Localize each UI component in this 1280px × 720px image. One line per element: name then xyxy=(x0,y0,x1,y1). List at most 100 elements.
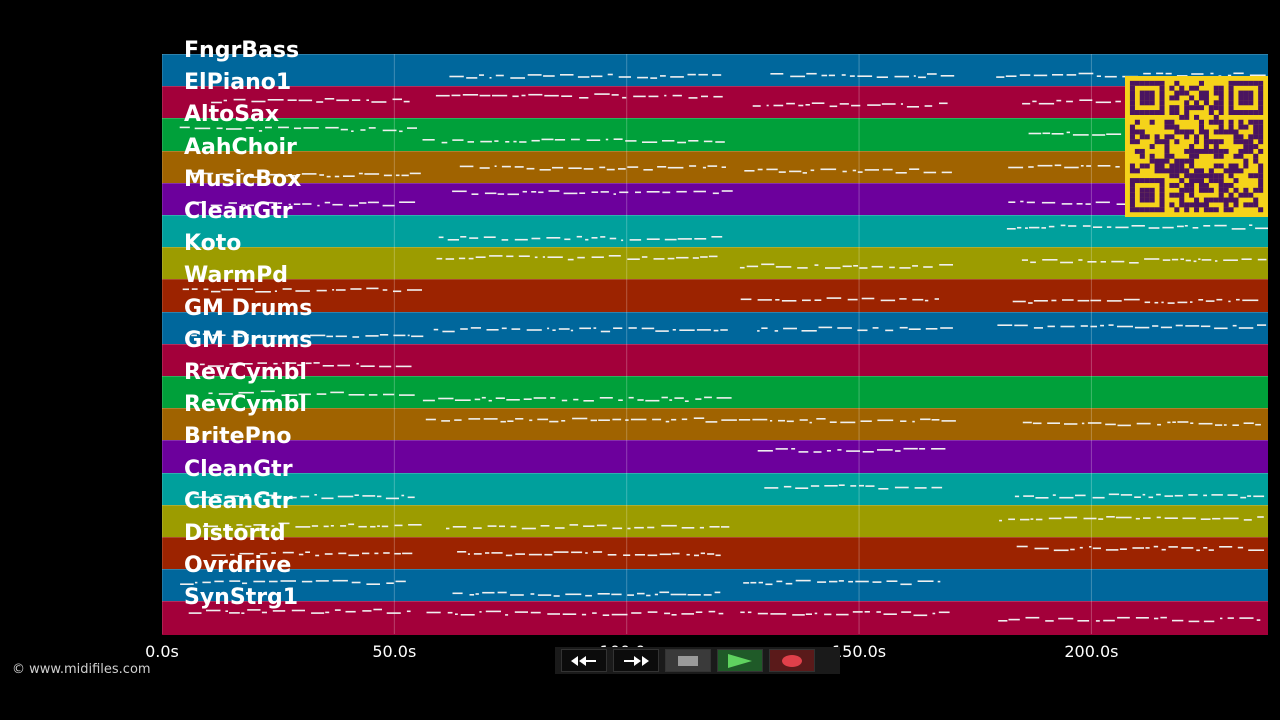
note-mark xyxy=(274,290,277,293)
note-mark xyxy=(1032,100,1037,103)
note-mark xyxy=(847,299,858,301)
note-mark xyxy=(650,77,658,79)
rewind-button[interactable] xyxy=(561,649,607,672)
note-mark xyxy=(757,450,773,452)
note-mark xyxy=(885,329,894,331)
note-mark xyxy=(1037,164,1053,167)
stop-button[interactable] xyxy=(665,649,711,672)
note-mark xyxy=(1171,258,1179,261)
note-mark xyxy=(701,95,708,98)
note-mark xyxy=(698,73,708,76)
note-mark xyxy=(1205,300,1215,303)
note-mark xyxy=(441,142,448,144)
note-mark xyxy=(298,99,313,102)
note-mark xyxy=(367,201,379,203)
track-lane[interactable] xyxy=(162,279,1268,314)
note-mark xyxy=(1148,227,1160,229)
note-mark xyxy=(917,580,934,583)
note-mark xyxy=(282,336,289,339)
note-mark xyxy=(667,166,684,169)
track-lane[interactable] xyxy=(162,54,1268,88)
note-mark xyxy=(813,451,822,454)
note-mark xyxy=(514,238,528,241)
note-mark xyxy=(179,126,190,129)
note-mark xyxy=(1203,620,1215,623)
note-mark xyxy=(1012,301,1026,303)
track-lane[interactable] xyxy=(162,118,1268,153)
note-mark xyxy=(362,494,376,497)
note-mark xyxy=(227,494,240,497)
note-mark xyxy=(466,77,478,79)
track-lane[interactable] xyxy=(162,215,1268,249)
note-mark xyxy=(924,105,933,107)
note-mark xyxy=(920,418,931,421)
note-mark xyxy=(269,580,278,583)
track-lane[interactable] xyxy=(162,440,1268,475)
note-mark xyxy=(373,609,382,611)
note-mark xyxy=(867,104,881,107)
track-lane[interactable] xyxy=(162,247,1268,281)
track-lane[interactable] xyxy=(162,504,1268,539)
note-mark xyxy=(462,94,479,96)
track-lane[interactable] xyxy=(162,311,1268,346)
note-mark xyxy=(359,201,367,204)
note-mark xyxy=(1072,134,1089,137)
note-mark xyxy=(629,239,642,241)
note-mark xyxy=(940,326,953,329)
note-mark xyxy=(1228,300,1231,303)
track-lane[interactable] xyxy=(162,408,1268,442)
note-mark xyxy=(1028,133,1042,135)
track-lane[interactable] xyxy=(162,150,1268,185)
note-mark xyxy=(460,614,475,616)
note-mark xyxy=(528,94,543,96)
note-mark xyxy=(245,127,254,130)
note-mark xyxy=(1182,517,1196,519)
track-lane[interactable] xyxy=(162,601,1268,636)
note-mark xyxy=(609,237,617,240)
track-lane[interactable] xyxy=(162,472,1268,507)
track-lane[interactable] xyxy=(162,569,1268,603)
track-lane[interactable] xyxy=(162,343,1268,378)
note-mark xyxy=(761,263,775,266)
note-mark xyxy=(852,611,863,614)
track-area[interactable] xyxy=(162,54,1268,636)
note-mark xyxy=(305,362,312,364)
note-mark xyxy=(937,580,941,583)
note-mark xyxy=(836,614,849,616)
note-mark xyxy=(511,327,521,330)
note-mark xyxy=(475,256,486,259)
note-mark xyxy=(438,397,454,400)
note-mark xyxy=(713,96,723,98)
note-mark xyxy=(1008,166,1024,168)
note-mark xyxy=(862,451,874,453)
note-mark xyxy=(805,104,810,106)
track-lane[interactable] xyxy=(162,86,1268,120)
track-lane[interactable] xyxy=(162,376,1268,410)
note-mark xyxy=(494,140,499,143)
note-mark xyxy=(628,396,634,399)
note-mark xyxy=(764,486,779,489)
note-mark xyxy=(340,524,347,527)
note-mark xyxy=(607,73,613,76)
note-mark xyxy=(1188,620,1200,623)
play-button[interactable] xyxy=(717,649,763,672)
note-mark xyxy=(203,288,209,291)
note-mark xyxy=(1256,619,1261,622)
note-mark xyxy=(425,418,436,421)
note-mark xyxy=(906,106,919,108)
record-button[interactable] xyxy=(769,649,815,672)
note-mark xyxy=(1081,422,1085,425)
note-mark xyxy=(1020,200,1024,203)
note-mark xyxy=(631,612,642,615)
note-mark xyxy=(1242,299,1259,302)
note-mark xyxy=(642,141,658,144)
note-mark xyxy=(939,264,953,266)
note-mark xyxy=(527,74,542,76)
note-mark xyxy=(1116,203,1128,205)
fast-forward-button[interactable] xyxy=(613,649,659,672)
note-mark xyxy=(239,552,254,555)
note-mark xyxy=(1108,323,1114,326)
note-mark xyxy=(669,399,673,401)
note-mark xyxy=(360,129,366,132)
track-lane[interactable] xyxy=(162,537,1268,571)
